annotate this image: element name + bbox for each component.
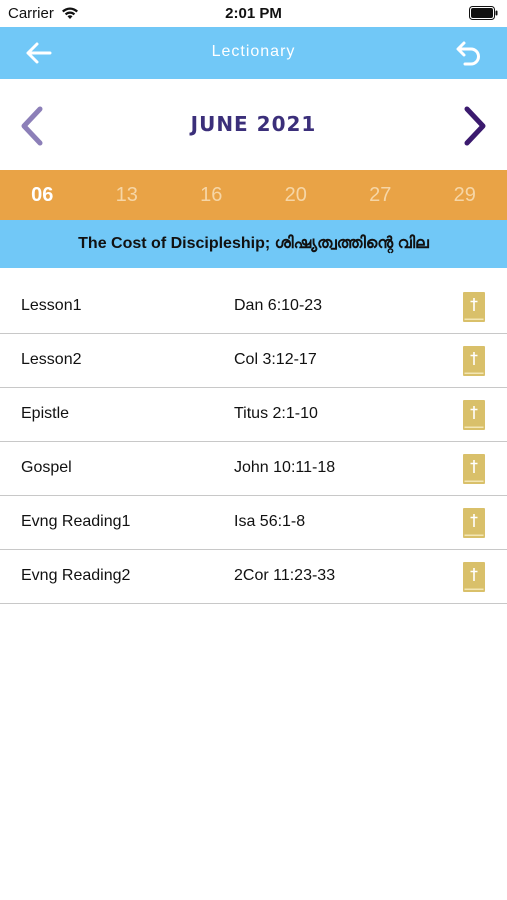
bible-icon[interactable] [463,400,485,430]
theme-banner: The Cost of Discipleship; ശിഷ്യത്വത്തിന്… [0,220,507,268]
battery-icon [469,6,498,20]
reading-reference: Isa 56:1-8 [234,513,306,530]
date-item[interactable]: 16 [200,184,223,206]
status-time: 2:01 PM [225,5,282,22]
bible-icon[interactable] [463,454,485,484]
reading-reference: Col 3:12-17 [234,351,317,368]
reading-reference: 2Cor 11:23-33 [234,567,336,584]
bible-icon[interactable] [463,346,485,376]
back-button[interactable] [20,37,56,69]
reading-label: Epistle [21,405,70,422]
reading-label: Evng Reading2 [21,567,131,584]
reading-reference: Dan 6:10-23 [234,297,323,314]
arrow-left-icon [26,42,52,64]
reading-label: Evng Reading1 [21,513,131,530]
bible-icon[interactable] [463,562,485,592]
reading-row[interactable]: Epistle Titus 2:1-10 [0,388,507,442]
month-header: JUNE 2021 [0,79,507,170]
reading-row[interactable]: Evng Reading1 Isa 56:1-8 [0,496,507,550]
next-month-button[interactable] [457,103,493,149]
carrier-label: Carrier [8,5,54,22]
undo-button[interactable] [451,37,487,69]
prev-month-button[interactable] [14,103,50,149]
reading-row[interactable]: Lesson2 Col 3:12-17 [0,334,507,388]
date-item[interactable]: 29 [453,184,476,206]
app-bar: Lectionary [0,27,507,79]
chevron-left-icon [21,106,43,146]
reading-label: Gospel [21,459,72,476]
month-title: JUNE 2021 [190,112,317,136]
wifi-icon [62,7,78,19]
bible-icon[interactable] [463,508,485,538]
reading-row[interactable]: Evng Reading2 2Cor 11:23-33 [0,550,507,604]
date-item[interactable]: 20 [284,184,307,206]
bible-icon[interactable] [463,292,485,322]
page-title: Lectionary [211,43,296,60]
date-item[interactable]: 13 [115,184,138,206]
reading-label: Lesson1 [21,297,82,314]
date-item[interactable]: 27 [369,184,392,206]
reading-reference: John 10:11-18 [234,459,336,476]
undo-icon [456,41,480,66]
reading-row[interactable]: Gospel John 10:11-18 [0,442,507,496]
reading-row[interactable]: Lesson1 Dan 6:10-23 [0,280,507,334]
date-item[interactable]: 06 [31,184,54,206]
reading-label: Lesson2 [21,351,82,368]
readings-list: Lesson1 Dan 6:10-23 Lesson2 Col 3:12-17 … [0,280,507,604]
chevron-right-icon [464,106,486,146]
reading-reference: Titus 2:1-10 [234,405,318,422]
date-strip: 06 13 16 20 27 29 [0,170,507,220]
status-bar: Carrier 2:01 PM [0,0,507,27]
